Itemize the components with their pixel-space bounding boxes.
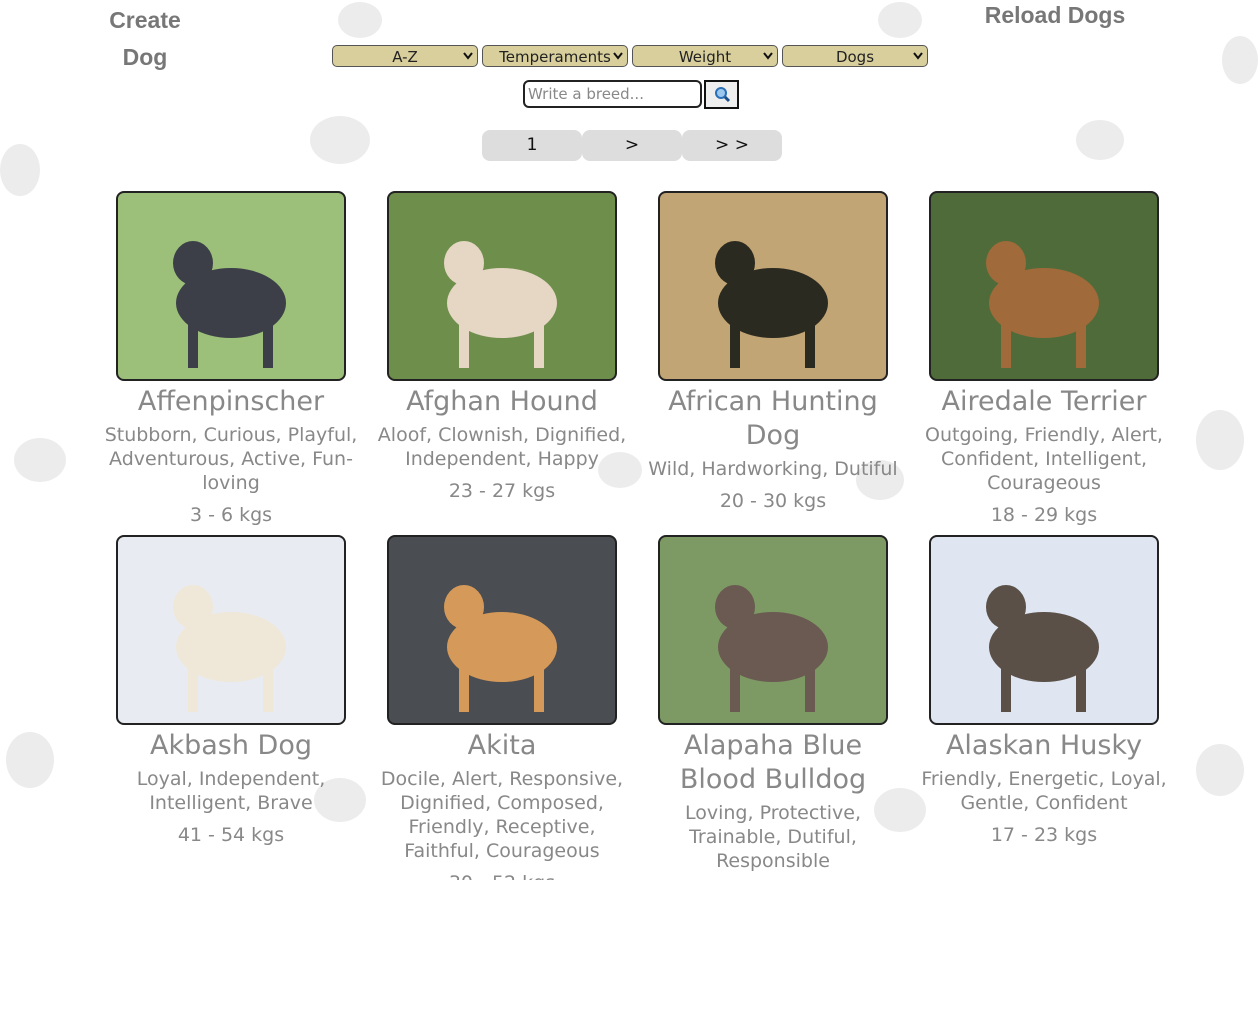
dog-name: Alapaha Blue Blood Bulldog (679, 730, 867, 795)
dog-name: African Hunting Dog (668, 386, 878, 451)
page-button[interactable]: > > (682, 130, 782, 161)
dog-card[interactable]: Airedale Terrier Outgoing, Friendly, Aler… (913, 191, 1175, 527)
reload-dogs-button[interactable]: Reload Dogs (984, 2, 1126, 28)
search-input[interactable]: Write a breed... (523, 80, 702, 108)
dog-image (387, 191, 617, 381)
dog-name: Alaskan Husky (945, 730, 1143, 761)
dog-card[interactable]: Affenpinscher Stubborn, Curious, Playful,… (100, 191, 362, 527)
dog-temperament: Loyal, Independent, Intelligent, Brave (136, 768, 326, 814)
dog-figure (986, 241, 1099, 368)
select-label: A-Z (392, 48, 418, 66)
dog-figure (444, 585, 557, 712)
dog-temperament: Wild, Hardworking, Dutiful (648, 458, 898, 480)
select-label: Temperaments (499, 48, 611, 66)
dog-image (929, 535, 1159, 725)
dog-weight: 30 - 52 kgs (371, 871, 633, 880)
dog-name: Afghan Hound (406, 386, 598, 417)
dog-figure (715, 585, 828, 712)
filter-select[interactable]: Temperaments (482, 45, 628, 67)
filter-select[interactable]: Weight (632, 45, 778, 67)
dog-figure (986, 585, 1099, 712)
background-pattern (0, 2, 1258, 832)
filter-select[interactable]: A-Z (332, 45, 478, 67)
dog-name: Akbash Dog (150, 730, 312, 761)
dog-weight: 41 - 54 kgs (177, 824, 285, 846)
dog-name: Airedale Terrier (941, 386, 1147, 417)
chevron (463, 52, 473, 60)
chevron (913, 52, 923, 60)
dog-card[interactable]: Alaskan Husky Friendly, Energetic, Loyal,… (913, 535, 1175, 847)
dog-image (116, 191, 346, 381)
dog-name: Affenpinscher (137, 386, 325, 417)
dog-weight: 17 - 23 kgs (990, 824, 1098, 846)
dog-figure (173, 585, 286, 712)
dog-image (116, 535, 346, 725)
dog-temperament: Aloof, Clownish, Dignified, Independent,… (377, 424, 627, 470)
page-button[interactable]: 1 (482, 130, 582, 161)
chevron (763, 52, 773, 60)
dog-weight: 23 - 27 kgs (448, 480, 556, 502)
dog-image (929, 191, 1159, 381)
dog-weight: 18 - 29 kgs (990, 504, 1098, 526)
page-button[interactable]: > (582, 130, 682, 161)
search-button[interactable] (704, 80, 739, 109)
filter-select[interactable]: Dogs (782, 45, 928, 67)
search-placeholder: Write a breed... (528, 85, 644, 103)
dog-image (387, 535, 617, 725)
select-label: Weight (678, 48, 732, 66)
dog-card[interactable]: Akbash Dog Loyal, Independent, Intelligen… (100, 535, 362, 847)
dog-temperament: Friendly, Energetic, Loyal, Gentle, Conf… (921, 768, 1167, 814)
dog-card[interactable]: Alapaha Blue Blood Bulldog Loving, Protec… (642, 535, 904, 880)
select-label: Dogs (835, 48, 875, 66)
dog-figure (173, 241, 286, 368)
dog-weight: 20 - 30 kgs (719, 490, 827, 512)
dog-temperament: Stubborn, Curious, Playful, Adventurous,… (104, 424, 358, 494)
dog-card[interactable]: Afghan Hound Aloof, Clownish, Dignified, … (371, 191, 633, 503)
create-dog-link[interactable]: Create Dog (109, 7, 181, 70)
search-icon (715, 87, 731, 103)
chevron (613, 52, 623, 60)
dog-figure (444, 241, 557, 368)
dog-image (658, 535, 888, 725)
dog-temperament: Docile, Alert, Responsive, Dignified, Co… (380, 768, 624, 862)
dog-card[interactable]: African Hunting Dog Wild, Hardworking, Du… (642, 191, 904, 513)
dog-weight: 3 - 6 kgs (189, 504, 273, 526)
dog-card[interactable]: Akita Docile, Alert, Responsive, Dignifie… (371, 535, 633, 880)
dog-name: Akita (467, 730, 537, 761)
app: Create Dog Reload Dogs A-Z Temperaments We… (0, 0, 1258, 880)
dog-temperament: Outgoing, Friendly, Alert, Confident, In… (925, 424, 1163, 494)
dog-figure (715, 241, 828, 368)
dog-temperament: Loving, Protective, Trainable, Dutiful, … (684, 802, 861, 872)
dog-image (658, 191, 888, 381)
